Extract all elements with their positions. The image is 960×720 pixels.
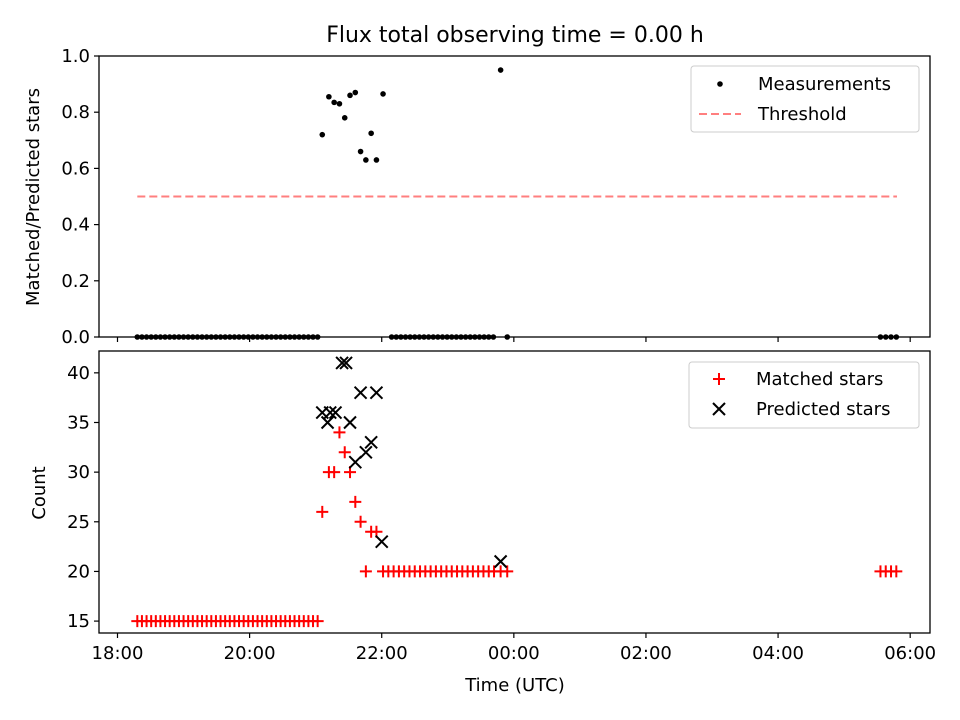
y-tick-label: 0.0 <box>61 327 90 348</box>
legend-marker-predicted-stars <box>712 402 726 416</box>
y-tick-label: 40 <box>67 363 90 384</box>
y-tick-label: 25 <box>67 512 90 533</box>
matched-stars-point <box>501 565 514 578</box>
matched-stars-point <box>349 495 362 508</box>
measurements-point <box>373 157 380 163</box>
matched-stars-point <box>890 565 903 578</box>
x-axis-label: Time (UTC) <box>464 675 565 696</box>
bottom-panel-count-plot: 18:00 20:00 22:00 00:00 02:00 04:00 06:00 15 20… <box>29 350 936 696</box>
predicted-stars-point <box>343 415 357 430</box>
predicted-stars-point <box>348 455 363 469</box>
legend-frame <box>690 65 920 133</box>
predicted-stars-point <box>328 405 343 420</box>
bottom-panel-legend: Matched stars Predicted stars <box>688 361 920 429</box>
predicted-stars-point <box>320 415 335 430</box>
measurements-point <box>319 131 326 138</box>
legend-label-threshold: Threshold <box>757 104 847 125</box>
measurements-point <box>357 148 364 155</box>
y-tick-label: 0.8 <box>61 102 90 123</box>
bottom-panel-frame <box>98 350 931 634</box>
matched-stars-point <box>338 446 351 459</box>
y-tick-label: 0.6 <box>61 158 90 179</box>
predicted-stars-point <box>359 445 373 459</box>
matched-stars-point <box>359 565 372 578</box>
matched-stars-point <box>354 515 367 528</box>
x-tick-label: 06:00 <box>884 643 936 664</box>
top-panel-y-axis-label: Matched/Predicted stars <box>23 88 44 306</box>
matched-stars-point <box>316 505 329 518</box>
y-tick-label: 35 <box>67 412 90 433</box>
measurements-point <box>336 100 343 107</box>
top-panel-y-ticks: 0.0 0.2 0.4 0.6 0.8 1.0 <box>61 46 99 348</box>
bottom-panel-y-ticks: 15 20 25 30 35 40 <box>67 363 99 632</box>
matched-stars-point <box>333 426 346 439</box>
x-tick-label: 20:00 <box>224 643 276 664</box>
predicted-stars-point <box>335 356 349 370</box>
y-tick-label: 0.2 <box>61 271 90 292</box>
legend-marker-matched-stars <box>713 373 725 385</box>
legend-label-measurements: Measurements <box>758 74 891 95</box>
y-tick-label: 0.4 <box>61 215 90 236</box>
bottom-panel-x-ticks: 18:00 20:00 22:00 00:00 02:00 04:00 06:00 <box>92 633 936 664</box>
x-tick-label: 22:00 <box>356 643 408 664</box>
x-tick-label: 02:00 <box>620 643 672 664</box>
measurements-point <box>352 89 359 96</box>
top-panel-legend: Measurements Threshold <box>690 65 920 133</box>
legend-label-matched-stars: Matched stars <box>756 369 883 390</box>
legend-frame <box>688 361 920 429</box>
measurements-point <box>380 91 386 97</box>
x-tick-label: 04:00 <box>752 643 804 664</box>
predicted-stars-point <box>493 554 508 569</box>
matched-stars-point <box>311 615 324 628</box>
measurements-point <box>347 92 353 99</box>
measurements-point <box>363 157 369 163</box>
predicted-stars-point <box>375 534 389 549</box>
x-tick-label: 18:00 <box>92 643 144 664</box>
bottom-panel-data <box>131 356 903 628</box>
legend-label-predicted-stars: Predicted stars <box>756 399 890 420</box>
top-panel-ratio-plot: 0.0 0.2 0.4 0.6 0.8 1.0 Matched/Predicted sta… <box>23 46 931 348</box>
chart-title: Flux total observing time = 0.00 h <box>326 23 704 48</box>
predicted-stars-point <box>353 385 368 400</box>
matched-stars-point <box>328 466 341 479</box>
y-tick-label: 15 <box>67 611 90 632</box>
y-tick-label: 20 <box>67 561 90 582</box>
predicted-stars-point <box>339 356 353 370</box>
top-panel-frame <box>98 55 931 338</box>
measurements-point <box>326 93 332 100</box>
measurements-point <box>341 115 348 121</box>
bottom-panel-y-axis-label: Count <box>29 466 50 519</box>
predicted-stars-point <box>364 435 378 450</box>
legend-marker-measurements <box>717 81 723 87</box>
y-tick-label: 1.0 <box>61 46 90 67</box>
y-tick-label: 30 <box>67 462 90 483</box>
measurements-point <box>497 67 504 73</box>
predicted-stars-point <box>369 385 384 400</box>
measurements-point <box>368 130 374 137</box>
predicted-stars-point <box>323 405 337 420</box>
x-tick-label: 00:00 <box>488 643 540 664</box>
measurements-point <box>331 99 337 106</box>
top-panel-x-ticks <box>116 337 911 342</box>
